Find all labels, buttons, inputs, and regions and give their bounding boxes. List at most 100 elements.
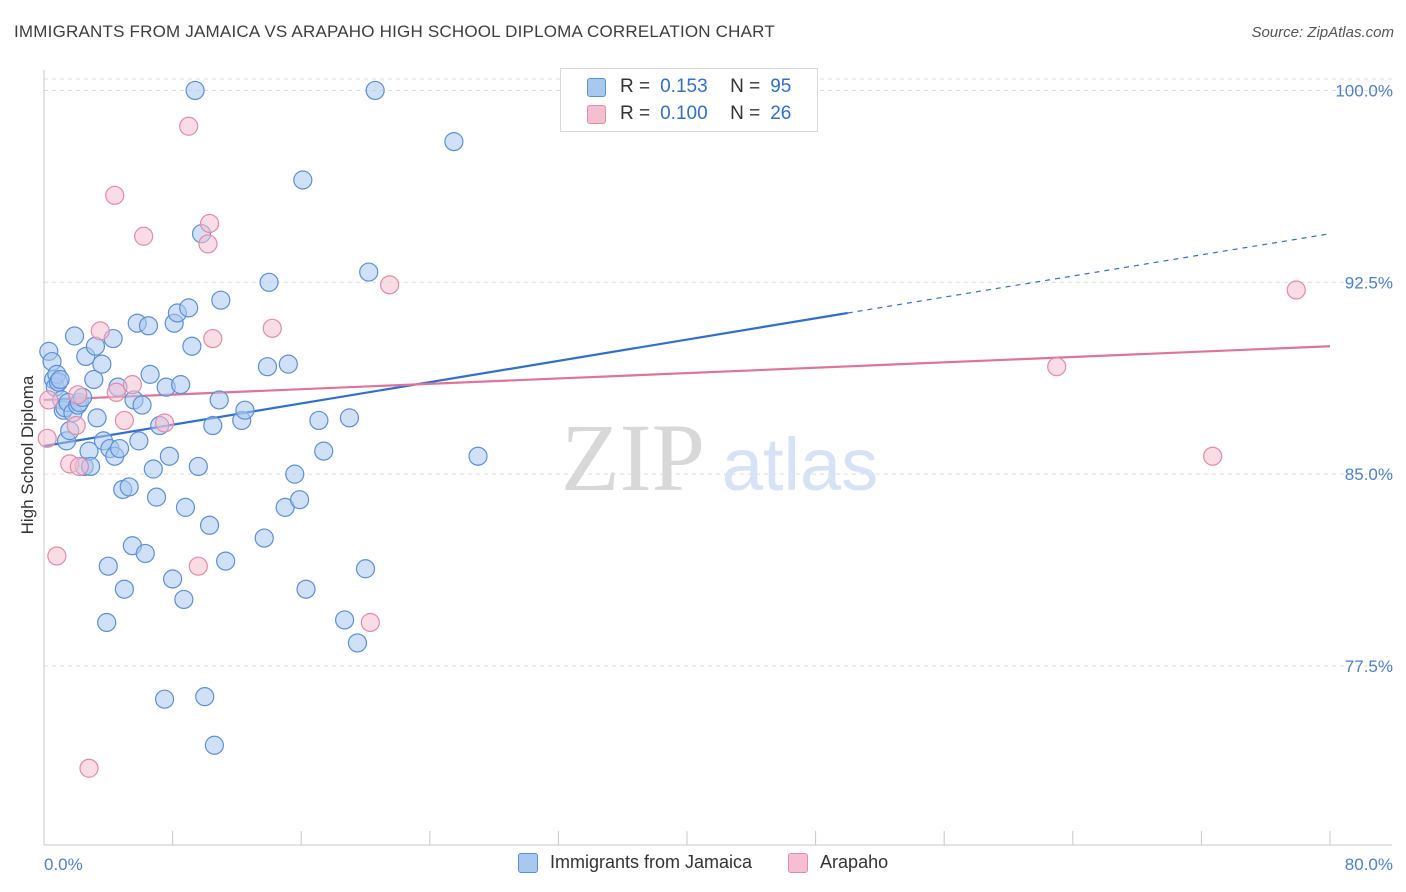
x-tick-label: 80.0% bbox=[1345, 855, 1393, 874]
point-arapaho bbox=[114, 410, 134, 431]
point-jamaica bbox=[146, 487, 167, 507]
point-arapaho bbox=[90, 321, 110, 341]
point-jamaica bbox=[211, 290, 231, 310]
point-jamaica bbox=[468, 446, 488, 466]
point-arapaho bbox=[179, 116, 199, 136]
point-jamaica bbox=[138, 316, 159, 336]
point-jamaica bbox=[119, 477, 139, 497]
point-jamaica bbox=[154, 689, 175, 709]
point-jamaica bbox=[309, 410, 329, 431]
r-value-jamaica: 0.153 bbox=[660, 76, 708, 97]
point-arapaho bbox=[360, 612, 380, 633]
legend-swatch-jamaica bbox=[518, 852, 538, 873]
point-jamaica bbox=[293, 170, 313, 190]
y-tick-label: 100.0% bbox=[1335, 81, 1393, 100]
series-legend: Immigrants from Jamaica Arapaho bbox=[518, 852, 924, 873]
watermark-zip: ZIP bbox=[561, 404, 705, 511]
trend-line-jamaica bbox=[43, 311, 848, 448]
point-jamaica bbox=[259, 272, 279, 292]
point-jamaica bbox=[444, 132, 464, 152]
chart-title: IMMIGRANTS FROM JAMAICA VS ARAPAHO HIGH … bbox=[14, 22, 775, 41]
point-arapaho bbox=[122, 375, 143, 395]
point-jamaica bbox=[204, 735, 224, 755]
point-arapaho bbox=[39, 390, 59, 410]
point-arapaho bbox=[154, 413, 175, 433]
point-jamaica bbox=[289, 490, 310, 510]
r-label: R = bbox=[620, 103, 651, 124]
y-tick-label: 92.5% bbox=[1345, 273, 1393, 292]
point-jamaica bbox=[335, 610, 355, 630]
point-arapaho bbox=[199, 213, 220, 234]
point-jamaica bbox=[87, 408, 107, 428]
point-jamaica bbox=[109, 438, 130, 459]
point-jamaica bbox=[339, 408, 360, 428]
legend-swatch-arapaho bbox=[788, 852, 809, 873]
point-arapaho bbox=[134, 226, 154, 246]
n-value-jamaica: 95 bbox=[770, 76, 792, 97]
watermark-atlas: atlas bbox=[722, 423, 878, 506]
legend-item-jamaica: Immigrants from Jamaica bbox=[518, 852, 752, 873]
point-arapaho bbox=[380, 275, 400, 295]
point-arapaho bbox=[1203, 446, 1223, 466]
point-jamaica bbox=[347, 633, 368, 653]
point-jamaica bbox=[114, 579, 134, 599]
point-jamaica bbox=[64, 326, 85, 346]
legend-item-arapaho: Arapaho bbox=[788, 852, 888, 873]
point-jamaica bbox=[163, 569, 183, 589]
point-arapaho bbox=[47, 546, 67, 566]
point-jamaica bbox=[92, 354, 112, 374]
watermark: ZIP atlas bbox=[561, 404, 878, 511]
point-jamaica bbox=[185, 80, 205, 101]
point-jamaica bbox=[140, 364, 160, 384]
point-jamaica bbox=[179, 298, 199, 318]
point-jamaica bbox=[254, 528, 274, 548]
y-axis-label: High School Diploma bbox=[18, 375, 37, 534]
point-jamaica bbox=[314, 441, 334, 461]
point-arapaho bbox=[198, 234, 218, 254]
point-arapaho bbox=[1286, 280, 1306, 300]
point-jamaica bbox=[355, 559, 376, 579]
point-arapaho bbox=[203, 328, 223, 349]
point-jamaica bbox=[171, 375, 191, 395]
trend-lines bbox=[43, 233, 1331, 448]
point-jamaica bbox=[175, 497, 196, 517]
point-arapaho bbox=[69, 456, 89, 477]
legend-swatch-arapaho bbox=[587, 104, 606, 124]
trend-line-arapaho bbox=[43, 345, 1331, 402]
n-label: N = bbox=[730, 103, 761, 124]
point-arapaho bbox=[79, 758, 99, 778]
point-jamaica bbox=[216, 551, 236, 571]
point-jamaica bbox=[235, 400, 255, 420]
y-tick-labels: 100.0% 92.5% 85.0% 77.5% bbox=[1335, 81, 1393, 675]
point-jamaica bbox=[159, 446, 179, 466]
point-arapaho bbox=[68, 385, 88, 405]
legend-row-arapaho: R = 0.100 N = 26 bbox=[587, 102, 791, 126]
point-jamaica bbox=[203, 415, 223, 436]
x-tick-labels: 0.0% 80.0% bbox=[44, 855, 1393, 874]
y-tick-label: 77.5% bbox=[1345, 657, 1393, 676]
point-jamaica bbox=[257, 357, 278, 377]
point-arapaho bbox=[37, 428, 57, 448]
point-jamaica bbox=[296, 579, 316, 599]
point-jamaica bbox=[209, 390, 229, 410]
point-jamaica bbox=[195, 687, 215, 707]
data-points bbox=[37, 80, 1306, 778]
point-jamaica bbox=[97, 612, 117, 633]
n-value-arapaho: 26 bbox=[770, 103, 792, 124]
point-jamaica bbox=[132, 395, 152, 415]
point-jamaica bbox=[135, 543, 155, 564]
axes bbox=[43, 70, 1392, 846]
legend-label-arapaho: Arapaho bbox=[820, 852, 889, 872]
legend-row-jamaica: R = 0.153 N = 95 bbox=[587, 75, 791, 99]
legend-label-jamaica: Immigrants from Jamaica bbox=[550, 852, 753, 872]
legend-swatch-jamaica bbox=[587, 77, 606, 97]
trend-line-jamaica-extension bbox=[847, 233, 1331, 314]
r-label: R = bbox=[620, 76, 651, 97]
correlation-legend: R = 0.153 N = 95 R = 0.100 N = 26 bbox=[560, 68, 818, 132]
point-jamaica bbox=[143, 459, 163, 479]
point-arapaho bbox=[188, 556, 208, 576]
point-jamaica bbox=[365, 80, 385, 101]
point-arapaho bbox=[105, 185, 125, 205]
r-value-arapaho: 0.100 bbox=[660, 103, 708, 124]
